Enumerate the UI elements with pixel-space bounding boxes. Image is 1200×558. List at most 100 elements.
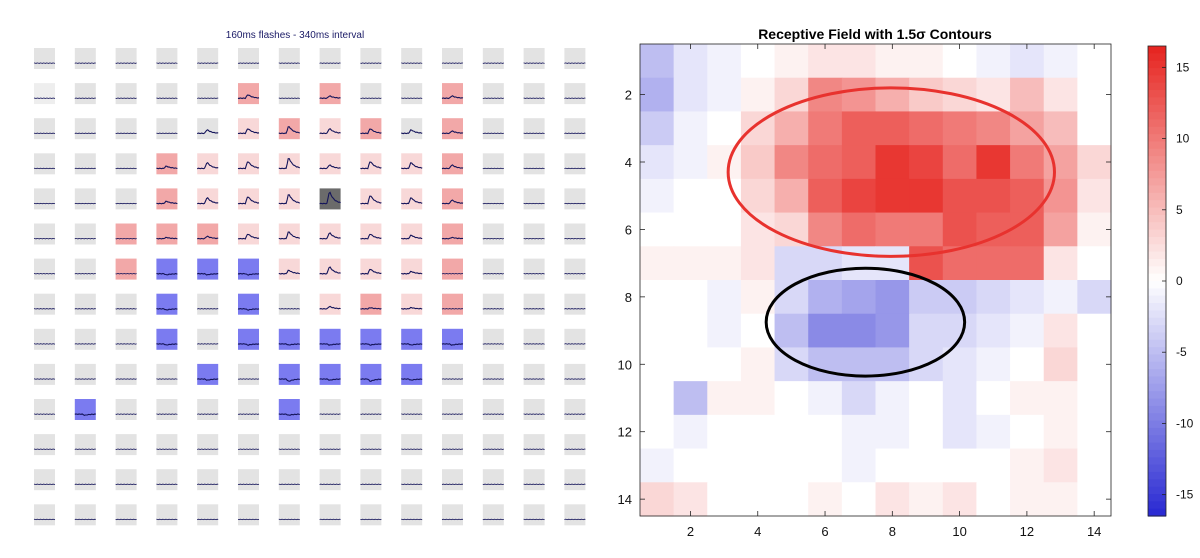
response-trace xyxy=(401,306,423,310)
heatmap-cell xyxy=(1077,246,1112,281)
grid-cell xyxy=(482,469,504,491)
heatmap-cell xyxy=(808,212,843,247)
colorbar-segment xyxy=(1148,310,1166,319)
heatmap-cell xyxy=(909,145,944,180)
heatmap-cell xyxy=(774,448,809,483)
colorbar-segment xyxy=(1148,273,1166,282)
colorbar-segment xyxy=(1148,295,1166,304)
colorbar-segment xyxy=(1148,97,1166,106)
response-trace xyxy=(237,128,260,135)
grid-cell xyxy=(482,118,504,140)
colorbar-segment xyxy=(1148,163,1166,172)
response-trace xyxy=(115,448,137,450)
response-trace xyxy=(482,167,504,170)
y-tick-label: 14 xyxy=(618,492,632,507)
response-trace xyxy=(33,378,56,380)
response-trace xyxy=(33,343,56,345)
colorbar-segment xyxy=(1148,222,1166,231)
heatmap-cell xyxy=(1010,448,1045,483)
response-trace xyxy=(564,202,586,205)
response-trace xyxy=(156,378,178,380)
response-trace xyxy=(278,269,300,275)
heatmap-cell xyxy=(1077,111,1112,146)
response-trace xyxy=(115,97,137,99)
response-trace xyxy=(33,308,56,310)
response-trace xyxy=(564,97,586,99)
response-trace xyxy=(482,308,504,310)
response-trace xyxy=(319,378,341,381)
x-tick-label: 2 xyxy=(687,524,694,539)
response-trace xyxy=(74,167,96,170)
heatmap-cell xyxy=(1010,145,1045,180)
colorbar-segment xyxy=(1148,251,1166,260)
heatmap-cell xyxy=(774,111,809,146)
heatmap-cell xyxy=(1077,77,1112,112)
y-tick-label: 6 xyxy=(625,222,632,237)
response-trace xyxy=(33,237,56,240)
heatmap-cell xyxy=(740,448,776,483)
grid-cell xyxy=(238,48,259,69)
response-trace xyxy=(523,518,545,521)
heatmap-cell xyxy=(808,313,843,348)
heatmap-cell xyxy=(1077,347,1112,382)
heatmap-cell xyxy=(673,482,708,517)
colorbar-tick-label: 5 xyxy=(1176,203,1183,217)
response-trace xyxy=(74,448,96,450)
heatmap-cell xyxy=(1043,212,1078,247)
heatmap-cell xyxy=(942,212,977,247)
response-trace xyxy=(278,413,300,416)
colorbar-segment xyxy=(1148,281,1166,289)
response-trace xyxy=(360,518,382,521)
heatmap-cell xyxy=(740,44,776,79)
colorbar-tick-label: -10 xyxy=(1176,416,1194,430)
colorbar-segment xyxy=(1148,442,1166,451)
heatmap-cell xyxy=(774,246,809,281)
heatmap-cell xyxy=(1010,77,1045,112)
response-trace xyxy=(115,518,137,521)
grid-cell xyxy=(482,153,504,175)
heatmap-cell xyxy=(740,77,776,112)
x-tick-label: 6 xyxy=(821,524,828,539)
response-trace xyxy=(278,448,300,450)
heatmap-cell xyxy=(1077,381,1112,416)
heatmap-cell xyxy=(673,347,708,382)
heatmap-cell xyxy=(1077,482,1112,517)
grid-cell xyxy=(360,48,382,69)
response-trace xyxy=(319,62,341,64)
colorbar-segment xyxy=(1148,185,1166,194)
heatmap-cell xyxy=(976,178,1011,214)
response-trace xyxy=(33,413,56,415)
grid-cell xyxy=(238,399,259,420)
response-trace xyxy=(278,158,301,170)
heatmap-cell xyxy=(942,313,977,348)
response-trace xyxy=(115,62,137,64)
response-trace xyxy=(360,268,382,275)
response-trace xyxy=(237,233,260,240)
response-trace xyxy=(360,161,382,170)
response-trace xyxy=(482,343,504,345)
heatmap-cell xyxy=(1043,111,1078,146)
colorbar-tick-label: 10 xyxy=(1176,132,1190,146)
response-trace xyxy=(441,199,464,205)
grid-cell xyxy=(238,469,259,491)
grid-cell xyxy=(482,188,504,210)
grid-cell xyxy=(319,153,341,175)
heatmap-cell xyxy=(673,414,708,450)
response-trace xyxy=(441,483,464,486)
colorbar-segment xyxy=(1148,156,1166,165)
grid-cell xyxy=(319,223,341,245)
response-trace xyxy=(564,343,586,345)
colorbar-segment xyxy=(1148,258,1166,267)
heatmap-cell xyxy=(640,448,675,483)
heatmap-cell xyxy=(909,178,944,214)
response-trace xyxy=(74,518,96,521)
colorbar-segment xyxy=(1148,90,1166,99)
response-trace xyxy=(482,202,504,205)
heatmap-cell xyxy=(976,111,1011,146)
colorbar-segment xyxy=(1148,46,1166,54)
grid-cell xyxy=(360,434,382,456)
response-trace xyxy=(33,518,56,521)
response-trace xyxy=(360,307,382,310)
heatmap-cell xyxy=(1077,178,1112,214)
